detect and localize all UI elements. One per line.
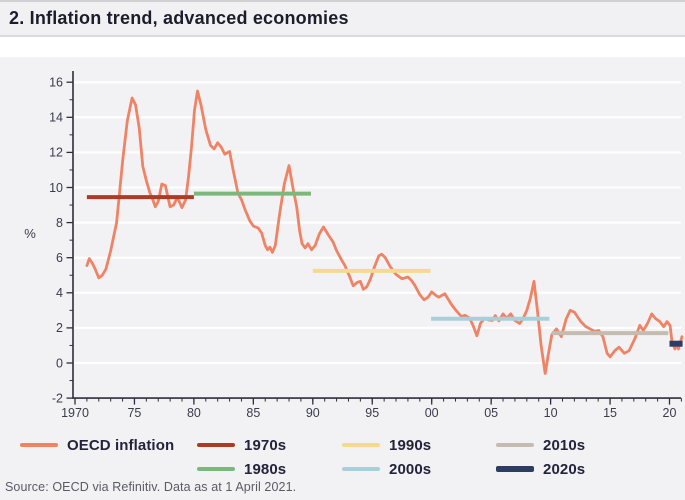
legend-swatch-2010s: [496, 443, 534, 447]
x-tick-label: 80: [187, 406, 201, 420]
legend-swatch-1990s: [342, 443, 380, 447]
x-tick-label: 90: [306, 406, 320, 420]
legend-swatch-2020s: [496, 466, 534, 472]
legend-label-oecd-inflation: OECD inflation: [67, 436, 175, 454]
legend-item-2000s: 2000s: [342, 460, 432, 478]
x-tick-label: 20: [663, 406, 677, 420]
legend-label-1980s: 1980s: [244, 460, 287, 478]
x-tick-label: 85: [246, 406, 260, 420]
y-axis-unit-label: %: [24, 226, 36, 241]
legend-item-1990s: 1990s: [342, 436, 432, 454]
y-tick-label: 6: [56, 251, 63, 265]
legend-label-2000s: 2000s: [389, 460, 432, 478]
y-tick-label: 4: [56, 286, 63, 300]
legend-swatch-1980s: [197, 467, 235, 471]
chart-panel: 16 14 12 10 8 6 4 2 0 -2 1970 75 80 85 90 95 00 05 10 15 20%…: [0, 57, 685, 500]
x-tick-label: 00: [425, 406, 439, 420]
legend-swatch-2000s: [342, 467, 380, 471]
legend-swatch-oecd-inflation: [20, 443, 58, 447]
legend-label-2020s: 2020s: [543, 460, 586, 478]
titlebar: 2. Inflation trend, advanced economies: [0, 0, 685, 37]
legend-item-2010s: 2010s: [496, 436, 586, 454]
legend-label-1990s: 1990s: [389, 436, 432, 454]
x-tick-label: 05: [484, 406, 498, 420]
y-tick-label: 16: [49, 76, 63, 90]
legend-swatch-1970s: [197, 443, 235, 447]
x-tick-label: 10: [544, 406, 558, 420]
legend-label-1970s: 1970s: [244, 436, 287, 454]
oecd-inflation-line: [85, 89, 684, 375]
y-tick-label: 14: [49, 111, 63, 125]
x-tick-label: 95: [365, 406, 379, 420]
legend-item-1980s: 1980s: [197, 460, 287, 478]
legend-label-2010s: 2010s: [543, 436, 586, 454]
y-tick-label: 2: [56, 321, 63, 335]
y-tick-label: 8: [56, 216, 63, 230]
x-tick-label: 15: [603, 406, 617, 420]
legend-item-1970s: 1970s: [197, 436, 287, 454]
legend-item-2020s: 2020s: [496, 460, 586, 478]
x-tick-label: 75: [127, 406, 141, 420]
page-title: 2. Inflation trend, advanced economies: [9, 8, 349, 28]
y-tick-label: 10: [49, 181, 63, 195]
y-tick-label: 0: [56, 356, 63, 370]
source-note: Source: OECD via Refinitiv. Data as at 1…: [5, 480, 297, 494]
legend-item-oecd-inflation: OECD inflation: [20, 436, 175, 454]
y-tick-label: -2: [52, 391, 63, 405]
x-tick-label: 1970: [61, 406, 89, 420]
y-tick-label: 12: [49, 146, 63, 160]
